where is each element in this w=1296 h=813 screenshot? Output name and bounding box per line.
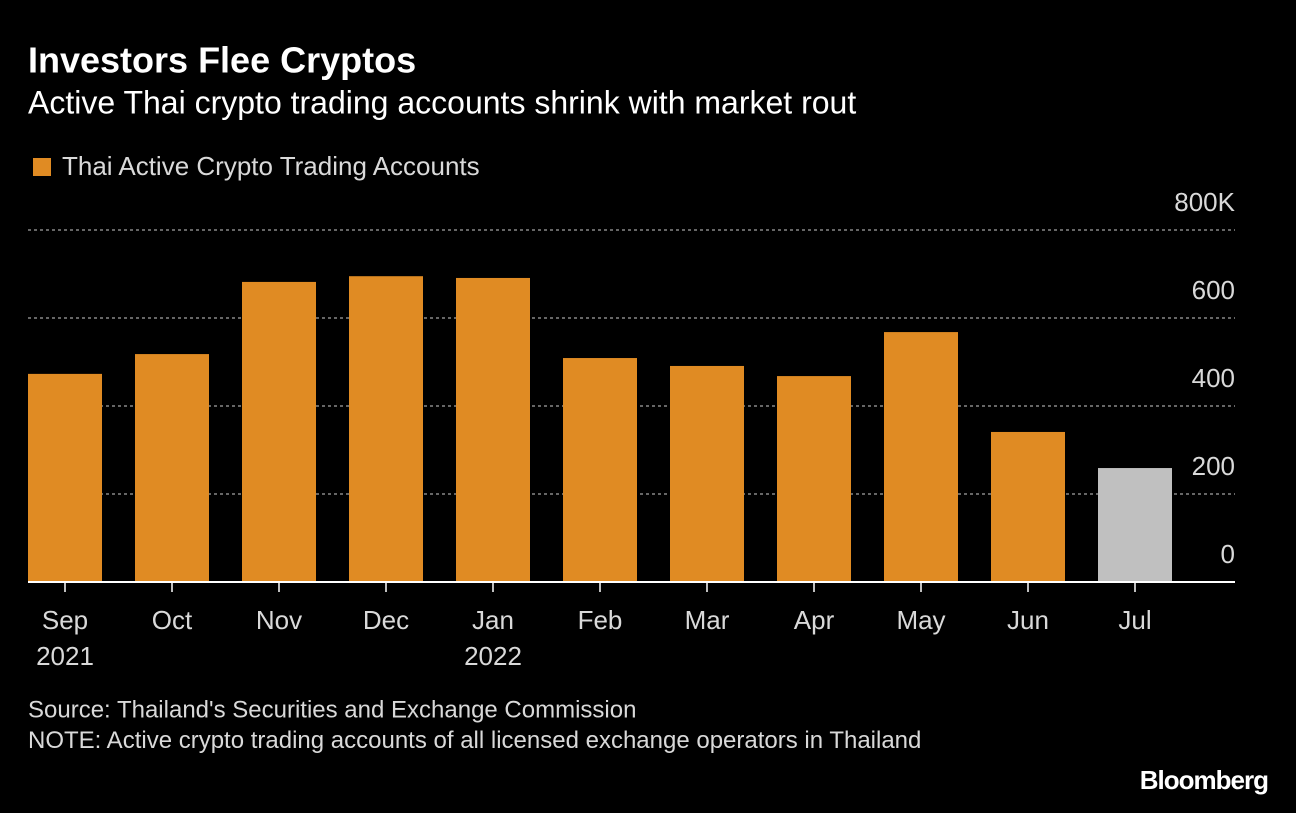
y-tick-label: 600 xyxy=(1192,275,1235,305)
bar xyxy=(349,276,423,582)
x-tick-label: Jan xyxy=(472,605,514,635)
x-tick-label: Feb xyxy=(578,605,623,635)
bar xyxy=(777,376,851,582)
legend-swatch xyxy=(33,158,51,176)
x-tick-label: Jun xyxy=(1007,605,1049,635)
brand: Bloomberg xyxy=(1140,765,1268,795)
y-tick-label: 0 xyxy=(1221,539,1235,569)
x-tick-label: Jul xyxy=(1118,605,1151,635)
chart-title: Investors Flee Cryptos xyxy=(28,40,416,81)
x-tick-label: May xyxy=(896,605,945,635)
bar xyxy=(28,373,102,582)
y-tick-label: 400 xyxy=(1192,363,1235,393)
bar xyxy=(456,277,530,582)
bar xyxy=(991,431,1065,582)
x-tick-label: Sep xyxy=(42,605,88,635)
bar xyxy=(563,358,637,582)
x-tick-label: Oct xyxy=(152,605,193,635)
x-tick-label: Dec xyxy=(363,605,409,635)
source: Source: Thailand's Securities and Exchan… xyxy=(28,696,636,723)
x-tick-label: Apr xyxy=(794,605,835,635)
note: NOTE: Active crypto trading accounts of … xyxy=(28,727,922,754)
x-tick-year: 2021 xyxy=(36,641,94,671)
bar xyxy=(884,332,958,582)
bar xyxy=(242,281,316,582)
chart-subtitle: Active Thai crypto trading accounts shri… xyxy=(28,84,856,120)
x-tick-year: 2022 xyxy=(464,641,522,671)
bar xyxy=(135,354,209,582)
bar xyxy=(1098,468,1172,582)
legend-label: Thai Active Crypto Trading Accounts xyxy=(62,151,480,181)
x-tick-label: Mar xyxy=(685,605,730,635)
y-tick-label: 200 xyxy=(1192,451,1235,481)
x-tick-label: Nov xyxy=(256,605,302,635)
y-tick-label: 800K xyxy=(1174,187,1235,217)
bar xyxy=(670,365,744,582)
note-box: NOTE: Active crypto trading accounts of … xyxy=(28,727,922,754)
